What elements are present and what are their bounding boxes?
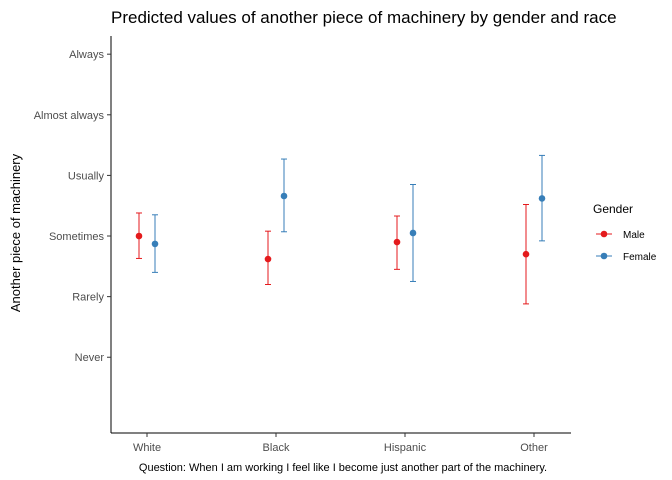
data-point xyxy=(135,232,143,240)
y-tick-label: Almost always xyxy=(34,110,105,122)
legend: Gender Male Female xyxy=(593,202,657,263)
legend-item-male: Male xyxy=(596,230,645,241)
y-tick-label: Sometimes xyxy=(49,231,105,243)
y-tick-label: Rarely xyxy=(72,292,104,304)
legend-item-female: Female xyxy=(596,252,657,263)
data-point xyxy=(393,238,401,246)
series-male xyxy=(135,203,530,305)
data-point xyxy=(409,229,417,237)
x-tick-label: Black xyxy=(263,442,290,454)
data-point xyxy=(538,195,546,202)
legend-key-point xyxy=(600,252,608,260)
legend-label: Male xyxy=(623,230,645,241)
data-point xyxy=(151,240,159,248)
y-tick-label: Never xyxy=(75,352,105,364)
series-female xyxy=(151,154,546,282)
x-tick-label: White xyxy=(133,442,161,454)
y-tick-label: Always xyxy=(69,49,104,61)
y-tick-label: Usually xyxy=(68,170,105,182)
x-tick-label: Hispanic xyxy=(384,442,427,454)
axes: Never Rarely Sometimes Usually Almost always… xyxy=(34,36,571,454)
data-point xyxy=(280,192,288,200)
data-point xyxy=(522,250,530,258)
legend-title: Gender xyxy=(593,202,633,216)
legend-key-point xyxy=(600,230,608,238)
data-point xyxy=(264,255,272,263)
y-axis-title: Another piece of machinery xyxy=(8,153,23,312)
x-axis-caption: Question: When I am working I feel like … xyxy=(139,462,547,474)
chart-marks xyxy=(135,154,546,305)
x-tick-label: Other xyxy=(520,442,548,454)
chart-title: Predicted values of another piece of mac… xyxy=(111,8,617,27)
legend-label: Female xyxy=(623,252,657,263)
